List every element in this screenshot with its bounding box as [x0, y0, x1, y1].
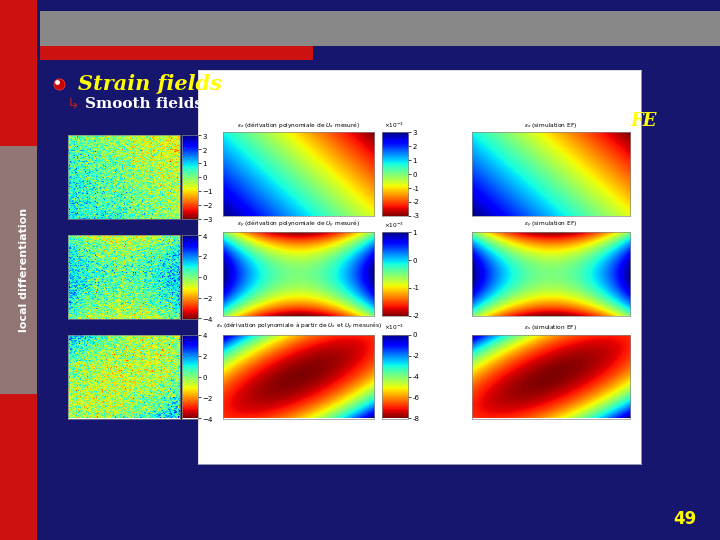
Bar [0, 0, 37, 540]
Text: $\varepsilon_x$ (dérivation polynomiale de $U_x$ mesuré): $\varepsilon_x$ (dérivation polynomiale … [237, 119, 361, 130]
Text: $\varepsilon_s$ (dérivation polynomiale à partir de $U_x$ et $U_y$ mesurés): $\varepsilon_s$ (dérivation polynomiale … [216, 321, 382, 332]
Text: Strain fields: Strain fields [78, 73, 222, 94]
Text: FE: FE [631, 112, 657, 131]
Text: 49: 49 [674, 510, 697, 528]
Text: $\times 10^{-3}$: $\times 10^{-3}$ [384, 323, 404, 332]
Bar [40, 46, 313, 60]
Text: local differentiation: local differentiation [19, 208, 29, 332]
Text: $\times 10^{-3}$: $\times 10^{-3}$ [384, 120, 404, 130]
Text: Smooth fields: Smooth fields [85, 97, 203, 111]
Text: $\varepsilon_x$ (simulation EF): $\varepsilon_x$ (simulation EF) [524, 120, 577, 130]
Text: ↳: ↳ [67, 96, 80, 111]
Bar [0, 146, 37, 394]
Text: $\varepsilon_y$ (dérivation polynomiale de $U_y$ mesuré): $\varepsilon_y$ (dérivation polynomiale … [237, 218, 361, 230]
Text: $\varepsilon_s$ (simulation EF): $\varepsilon_s$ (simulation EF) [524, 323, 577, 332]
Bar [40, 11, 720, 46]
Text: $\varepsilon_y$ (simulation EF): $\varepsilon_y$ (simulation EF) [524, 219, 577, 230]
Text: $\times 10^{-3}$: $\times 10^{-3}$ [384, 220, 404, 230]
